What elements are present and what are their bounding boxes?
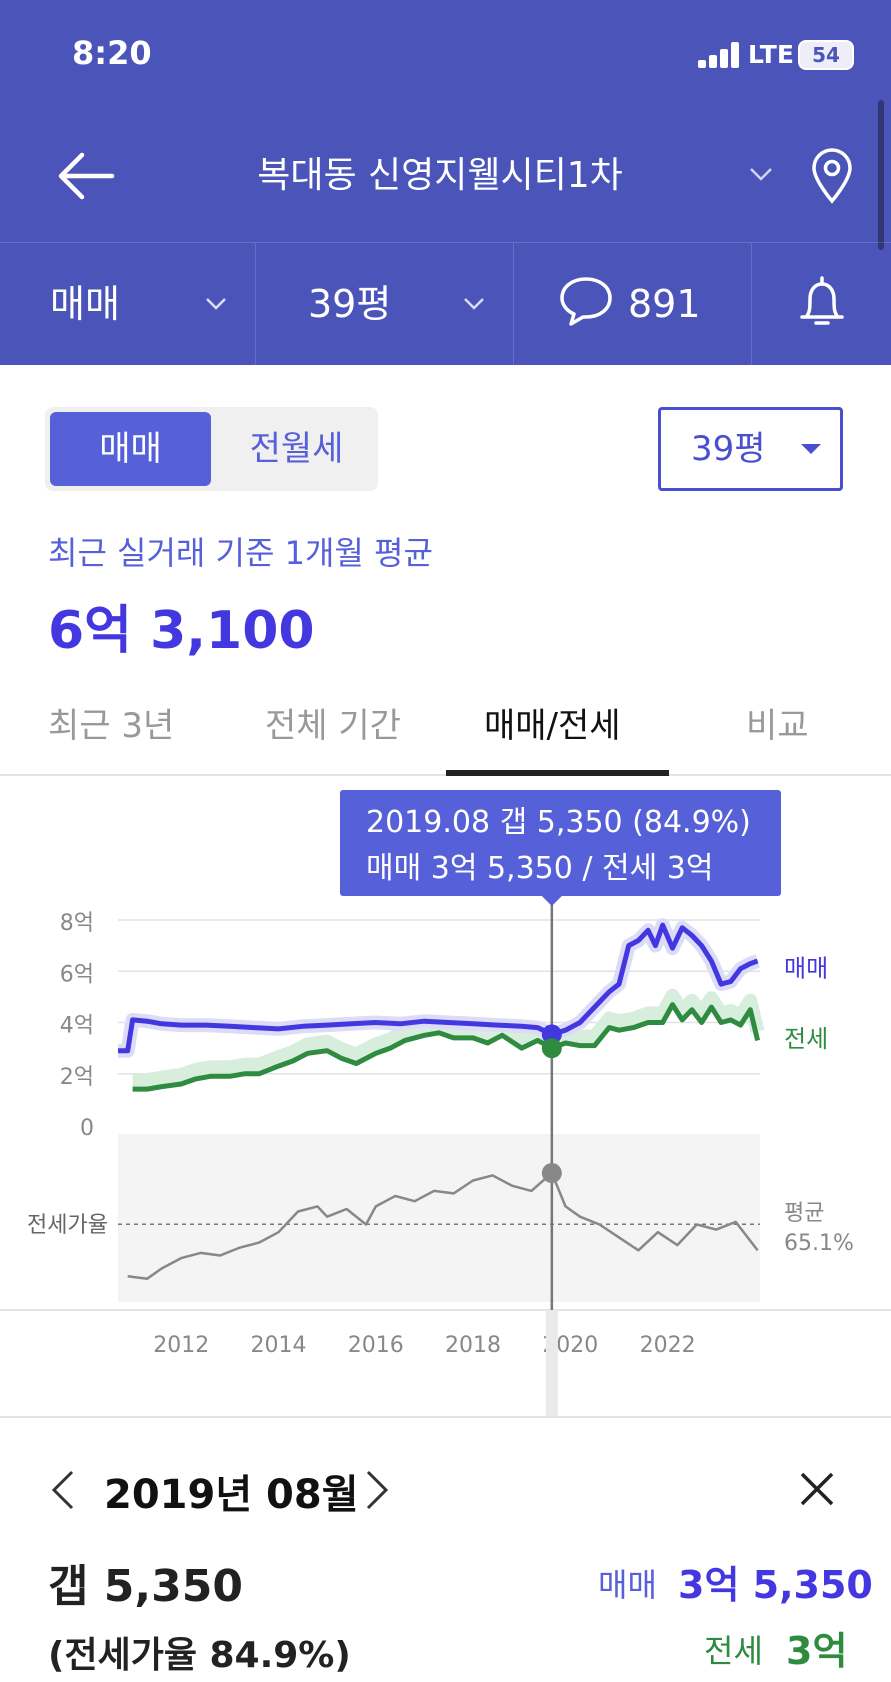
- price-subtitle: 최근 실거래 기준 1개월 평균: [48, 534, 433, 572]
- bell-icon: [800, 276, 844, 325]
- tooltip-pointer: [541, 896, 562, 906]
- detail-panel: 2019년 08월 갭 5,350 (전세가율 84.9%) 매매 3억 5,3…: [0, 1418, 891, 1682]
- speech-bubble-icon: [560, 277, 612, 326]
- sale-value: 3억 5,350: [678, 1563, 873, 1607]
- x-tick-label: 2022: [640, 1333, 696, 1358]
- x-tick-label: 2016: [348, 1333, 404, 1358]
- chevron-right-icon[interactable]: [362, 1468, 392, 1512]
- average-label: 평균: [784, 1201, 824, 1226]
- chevron-down-icon: [206, 298, 226, 310]
- jeonse-ratio-text: (전세가율 84.9%): [48, 1635, 351, 1676]
- ratio-band: [118, 1134, 760, 1302]
- trade-segment-control: 매매 전월세: [45, 407, 378, 491]
- tab-compare[interactable]: 비교: [746, 706, 809, 746]
- period-tabs: 최근 3년 전체 기간 매매/전세 비교: [0, 680, 891, 776]
- sale-series-label: 매매: [784, 955, 828, 983]
- y-tick-label: 2억: [60, 1065, 94, 1090]
- ratio-selected-point: [541, 1163, 562, 1184]
- status-bar: 8:20 LTE 54: [0, 0, 891, 100]
- tab-all-period[interactable]: 전체 기간: [265, 706, 401, 746]
- signal-icon: [698, 42, 740, 68]
- tooltip-line-1: 2019.08 갭 5,350 (84.9%): [366, 805, 751, 840]
- trade-type-filter[interactable]: 매매: [0, 243, 256, 366]
- size-filter-label: 39평: [308, 282, 392, 326]
- segment-sale[interactable]: 매매: [50, 412, 211, 486]
- price-chart[interactable]: 8억 6억 4억 2억 0 2012 2014 2016 2018 2020 2022 매매 전세 전세가…: [0, 778, 891, 1418]
- chart-tooltip: 2019.08 갭 5,350 (84.9%) 매매 3억 5,350 / 전세…: [340, 790, 781, 896]
- selection-track: [545, 1310, 558, 1418]
- status-time: 8:20: [72, 34, 152, 72]
- tab-recent-3y[interactable]: 최근 3년: [48, 706, 175, 746]
- tab-sale-jeonse[interactable]: 매매/전세: [484, 706, 621, 746]
- chevron-down-icon: [464, 298, 484, 310]
- divider: [0, 1416, 891, 1418]
- x-tick-label: 2012: [153, 1333, 209, 1358]
- app-header: 8:20 LTE 54 복대동 신영지웰시티1차 매매 39평: [0, 0, 891, 366]
- size-filter[interactable]: 39평: [256, 243, 514, 366]
- filter-bar: 매매 39평 891: [0, 242, 891, 366]
- y-tick-label: 4억: [60, 1014, 94, 1039]
- apartment-title[interactable]: 복대동 신영지웰시티1차: [257, 155, 623, 196]
- caret-down-icon: [801, 444, 821, 454]
- map-pin-icon[interactable]: [810, 148, 854, 204]
- size-dropdown[interactable]: 39평: [658, 407, 843, 491]
- jeonse-range-band: [132, 988, 765, 1088]
- comment-count: 891: [628, 282, 701, 326]
- sale-selected-point: [541, 1024, 562, 1045]
- comments-button[interactable]: 891: [514, 243, 752, 366]
- x-tick-label: 2018: [445, 1333, 501, 1358]
- chevron-left-icon[interactable]: [48, 1468, 78, 1512]
- jeonse-line: [132, 1002, 761, 1092]
- ratio-line: [127, 1171, 759, 1280]
- trade-type-label: 매매: [50, 282, 120, 326]
- ratio-axis-label: 전세가율: [27, 1213, 108, 1238]
- close-icon[interactable]: [798, 1470, 836, 1508]
- y-tick-label: 0: [80, 1116, 94, 1141]
- battery-icon: 54: [798, 40, 854, 70]
- jeonse-value: 3억: [786, 1629, 848, 1673]
- sale-label: 매매: [598, 1566, 657, 1604]
- notification-button[interactable]: [752, 243, 891, 366]
- average-value: 65.1%: [784, 1231, 854, 1256]
- jeonse-label: 전세: [704, 1632, 763, 1670]
- tooltip-line-2: 매매 3억 5,350 / 전세 3억: [366, 851, 714, 886]
- nav-bar: 복대동 신영지웰시티1차: [0, 120, 891, 230]
- jeonse-series-label: 전세: [784, 1025, 828, 1053]
- detail-date: 2019년 08월: [104, 1472, 359, 1518]
- size-dropdown-label: 39평: [691, 429, 766, 469]
- gap-amount: 갭 5,350: [48, 1561, 243, 1612]
- active-tab-underline: [446, 770, 669, 776]
- jeonse-selected-point: [541, 1038, 562, 1059]
- network-label: LTE: [748, 40, 794, 69]
- chevron-down-icon[interactable]: [748, 164, 774, 184]
- x-tick-label: 2014: [251, 1333, 307, 1358]
- y-tick-label: 8억: [60, 911, 94, 936]
- y-tick-label: 6억: [60, 962, 94, 987]
- segment-rent[interactable]: 전월세: [249, 429, 344, 469]
- average-price: 6억 3,100: [48, 601, 315, 661]
- back-arrow-icon[interactable]: [56, 150, 116, 202]
- scroll-indicator[interactable]: [878, 100, 884, 250]
